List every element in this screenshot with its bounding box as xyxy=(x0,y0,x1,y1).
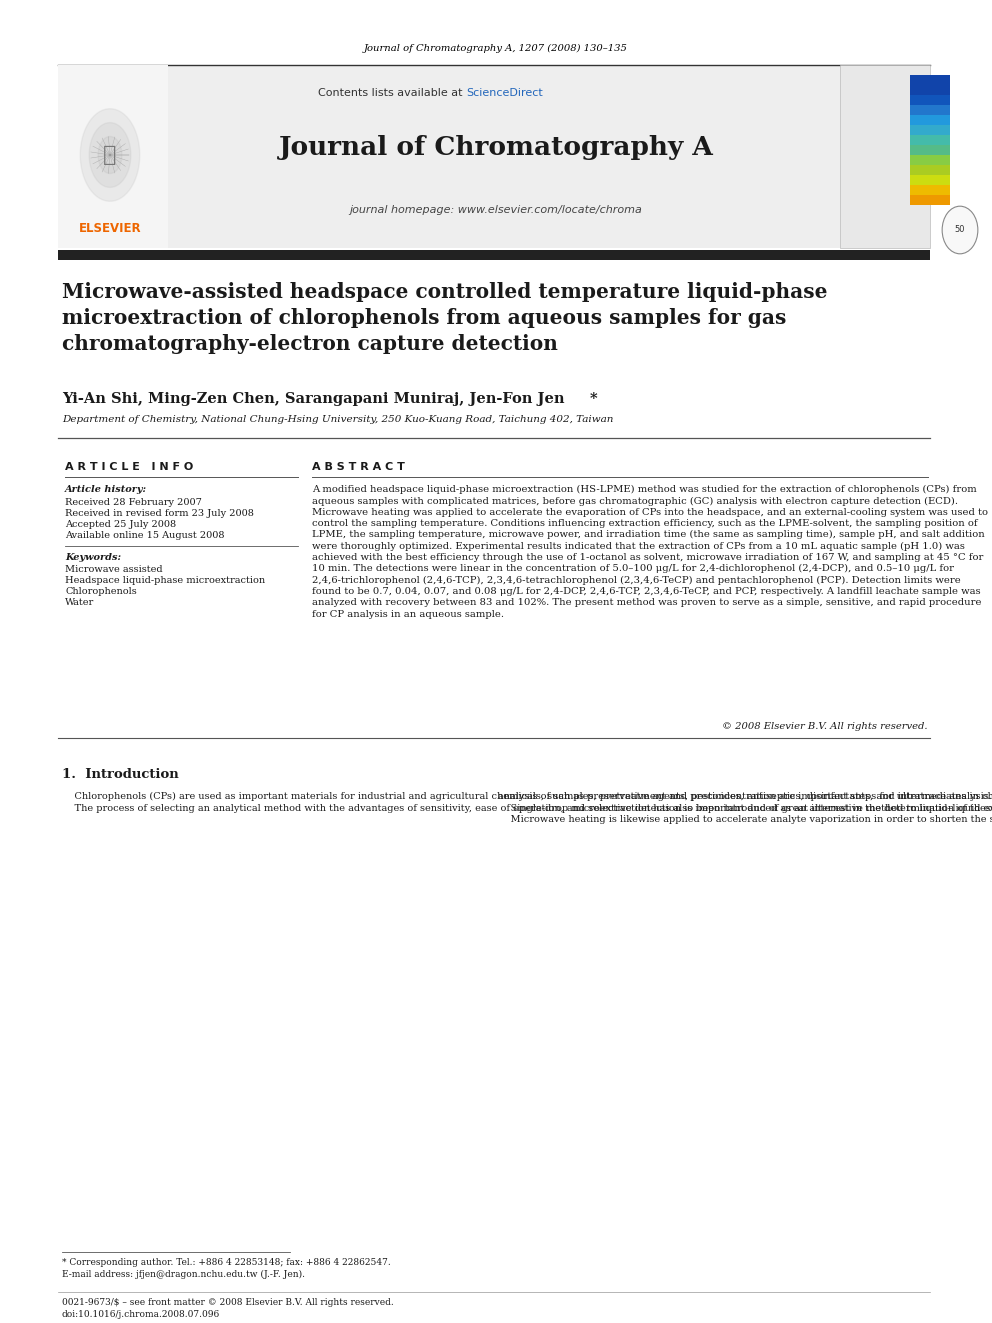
Bar xyxy=(58,250,930,261)
Text: Keywords:: Keywords: xyxy=(65,553,121,562)
Text: ELSEVIER: ELSEVIER xyxy=(78,221,141,234)
Text: Journal of Chromatography A: Journal of Chromatography A xyxy=(279,135,713,160)
Text: ScienceDirect: ScienceDirect xyxy=(466,89,543,98)
Bar xyxy=(910,194,950,205)
Text: * Corresponding author. Tel.: +886 4 22853148; fax: +886 4 22862547.: * Corresponding author. Tel.: +886 4 228… xyxy=(62,1258,391,1267)
Text: journal homepage: www.elsevier.com/locate/chroma: journal homepage: www.elsevier.com/locat… xyxy=(349,205,643,216)
Text: analysis of samples, pretreatment and preconcentration are important steps for u: analysis of samples, pretreatment and pr… xyxy=(498,792,992,824)
Text: *: * xyxy=(590,392,597,406)
Bar xyxy=(910,165,950,175)
Text: Available online 15 August 2008: Available online 15 August 2008 xyxy=(65,531,224,540)
Bar xyxy=(58,65,168,247)
Text: Contents lists available at: Contents lists available at xyxy=(318,89,466,98)
Polygon shape xyxy=(89,123,131,188)
Text: © 2008 Elsevier B.V. All rights reserved.: © 2008 Elsevier B.V. All rights reserved… xyxy=(722,722,928,732)
Text: Accepted 25 July 2008: Accepted 25 July 2008 xyxy=(65,520,177,529)
Bar xyxy=(910,175,950,185)
Text: Water: Water xyxy=(65,598,94,607)
Bar xyxy=(910,105,950,115)
Bar xyxy=(910,124,950,135)
Text: Microwave-assisted headspace controlled temperature liquid-phase
microextraction: Microwave-assisted headspace controlled … xyxy=(62,282,827,355)
Text: Microwave assisted: Microwave assisted xyxy=(65,565,163,574)
Bar xyxy=(910,95,950,105)
Text: A modified headspace liquid-phase microextraction (HS-LPME) method was studied f: A modified headspace liquid-phase microe… xyxy=(312,486,988,619)
Text: Yi-An Shi, Ming-Zen Chen, Sarangapani Muniraj, Jen-Fon Jen: Yi-An Shi, Ming-Zen Chen, Sarangapani Mu… xyxy=(62,392,564,406)
Text: Chlorophenols: Chlorophenols xyxy=(65,587,137,595)
Text: 🌿: 🌿 xyxy=(103,146,117,165)
Bar xyxy=(910,135,950,146)
Text: Received in revised form 23 July 2008: Received in revised form 23 July 2008 xyxy=(65,509,254,519)
Text: Journal of Chromatography A, 1207 (2008) 130–135: Journal of Chromatography A, 1207 (2008)… xyxy=(364,44,628,53)
Text: E-mail address: jfjen@dragon.nchu.edu.tw (J.-F. Jen).: E-mail address: jfjen@dragon.nchu.edu.tw… xyxy=(62,1270,305,1279)
Circle shape xyxy=(942,206,978,254)
Bar xyxy=(910,75,950,85)
Bar xyxy=(910,115,950,124)
Text: Headspace liquid-phase microextraction: Headspace liquid-phase microextraction xyxy=(65,576,265,585)
Bar xyxy=(910,155,950,165)
Text: 1.  Introduction: 1. Introduction xyxy=(62,767,179,781)
Bar xyxy=(910,146,950,155)
Polygon shape xyxy=(80,108,140,201)
Text: Chlorophenols (CPs) are used as important materials for industrial and agricultu: Chlorophenols (CPs) are used as importan… xyxy=(62,792,992,812)
Text: A B S T R A C T: A B S T R A C T xyxy=(312,462,405,472)
Text: Department of Chemistry, National Chung-Hsing University, 250 Kuo-Kuang Road, Ta: Department of Chemistry, National Chung-… xyxy=(62,415,613,423)
Bar xyxy=(58,65,930,247)
Bar xyxy=(840,65,930,247)
Text: A R T I C L E   I N F O: A R T I C L E I N F O xyxy=(65,462,193,472)
Text: 50: 50 xyxy=(954,225,965,234)
Bar xyxy=(910,85,950,95)
Text: Article history:: Article history: xyxy=(65,486,147,493)
Bar xyxy=(910,185,950,194)
Text: doi:10.1016/j.chroma.2008.07.096: doi:10.1016/j.chroma.2008.07.096 xyxy=(62,1310,220,1319)
Text: 0021-9673/$ – see front matter © 2008 Elsevier B.V. All rights reserved.: 0021-9673/$ – see front matter © 2008 El… xyxy=(62,1298,394,1307)
Text: Received 28 February 2007: Received 28 February 2007 xyxy=(65,497,202,507)
Polygon shape xyxy=(98,136,122,173)
